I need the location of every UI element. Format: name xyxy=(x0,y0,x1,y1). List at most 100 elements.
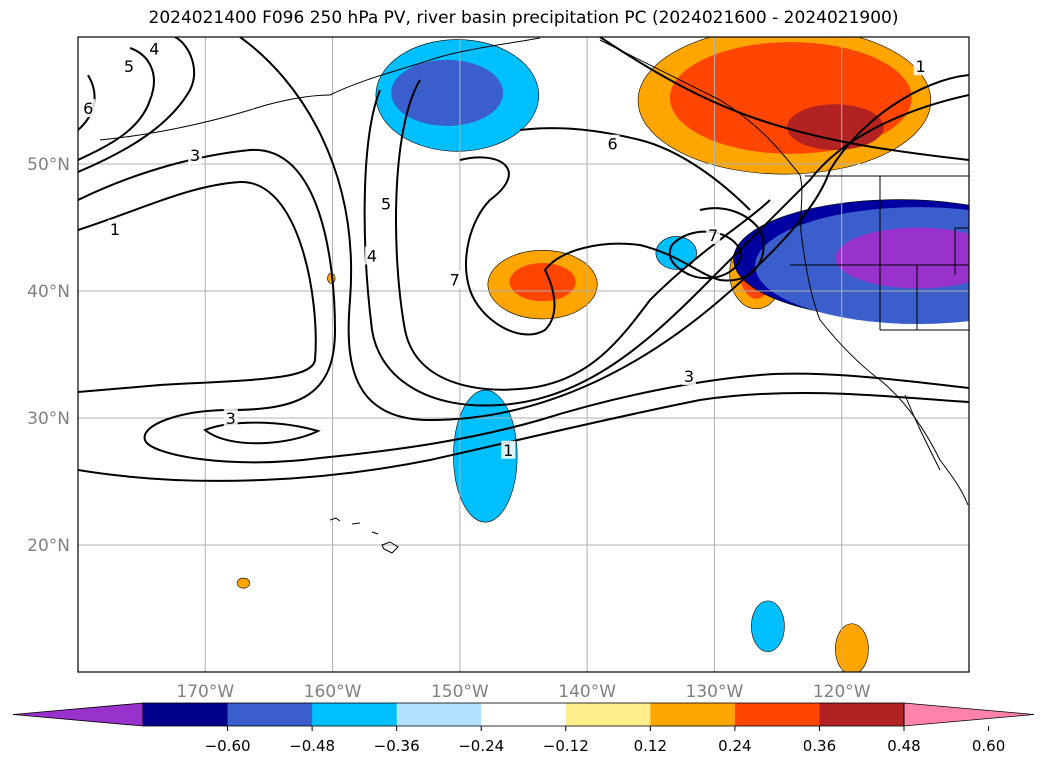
lon-tick-label-4: 130°W xyxy=(686,682,744,702)
contour-label-0: 5 xyxy=(124,57,134,76)
pv-contour-7 xyxy=(459,156,765,336)
precip-level-7-0 xyxy=(751,600,785,652)
lat-tick-label-1: 40°N xyxy=(27,282,70,302)
pv-contour-5b xyxy=(363,89,969,407)
colorbar-tick-label-2: −0.36 xyxy=(374,737,420,755)
contour-label-bg-1 xyxy=(147,39,162,58)
colorbar-frame xyxy=(142,702,905,727)
contour-label-bg-7 xyxy=(447,270,462,289)
precip-level-6-0 xyxy=(453,389,518,523)
contour-label-9: 7 xyxy=(708,226,718,245)
colorbar-segment-4 xyxy=(481,703,567,726)
pv-contour-2 xyxy=(78,148,969,464)
precip-blob-1 xyxy=(637,37,932,175)
contour-label-2: 6 xyxy=(83,99,93,118)
colorbar-tick-label-7: 0.36 xyxy=(803,737,836,755)
contour-label-bg-3 xyxy=(188,146,203,165)
colorbar-tick-label-5: 0.12 xyxy=(634,737,667,755)
contour-label-5: 5 xyxy=(381,194,391,213)
precip-level-0-1 xyxy=(391,59,504,126)
contour-label-bg-12 xyxy=(501,440,516,459)
chart-title: 2024021400 F096 250 hPa PV, river basin … xyxy=(148,8,899,28)
colorbar-segment-8 xyxy=(819,703,905,726)
contour-label-bg-11 xyxy=(223,409,238,427)
contour-label-3: 3 xyxy=(190,146,200,165)
north-america-coastline xyxy=(599,39,969,506)
pv-contour-6b xyxy=(519,127,751,211)
precip-blob-8 xyxy=(835,623,869,672)
contour-label-8: 6 xyxy=(608,135,618,154)
colorbar-tick-label-3: −0.24 xyxy=(458,737,504,755)
colorbar-extend-low xyxy=(12,702,144,727)
colorbar-segment-6 xyxy=(650,703,736,726)
pv-contour-1-south xyxy=(78,391,969,482)
precipitation-pc-shading xyxy=(236,37,969,672)
precip-level-8-0 xyxy=(835,623,869,672)
latitude-tick-labels: 50°N 40°N 30°N 20°N xyxy=(27,155,70,556)
pv-contour-4 xyxy=(239,37,969,422)
lon-tick-label-2: 150°W xyxy=(431,682,489,702)
colorbar-tick-label-4: −0.12 xyxy=(543,737,589,755)
contour-label-bg-8 xyxy=(605,134,620,153)
precip-blob-10 xyxy=(236,577,251,589)
precip-blob-7 xyxy=(751,600,785,652)
colorbar: −0.60 −0.48 −0.36 −0.24 −0.12 0.12 0.24 0.36 0.4… xyxy=(12,702,1035,755)
contour-label-bg-2 xyxy=(81,99,96,118)
colorbar-segment-3 xyxy=(396,703,482,726)
contour-label-6: 4 xyxy=(367,246,377,265)
colorbar-tick-label-0: −0.60 xyxy=(205,737,251,755)
pv-contour-1-west xyxy=(78,180,317,393)
colorbar-tick-label-8: 0.48 xyxy=(887,737,920,755)
contour-label-bg-4 xyxy=(107,219,122,238)
precip-level-3-0 xyxy=(655,236,697,270)
contour-label-1: 4 xyxy=(149,39,159,58)
colorbar-tick-label-1: −0.48 xyxy=(289,737,335,755)
contour-label-bg-5 xyxy=(379,194,394,213)
colorbar-tick-label-6: 0.24 xyxy=(718,737,751,755)
coastlines xyxy=(99,37,969,554)
contour-label-bg-13 xyxy=(913,57,928,76)
colorbar-segment-7 xyxy=(734,703,820,726)
precip-level-1-2 xyxy=(786,104,884,151)
contour-label-11: 3 xyxy=(226,409,236,428)
colorbar-segment-2 xyxy=(312,703,398,726)
colorbar-extend-high xyxy=(903,702,1035,727)
pv-contour-north-east xyxy=(599,37,969,161)
contour-label-bg-9 xyxy=(706,226,721,245)
contour-label-13: 1 xyxy=(916,57,926,76)
precip-blob-6 xyxy=(453,389,518,523)
lat-tick-label-3: 20°N xyxy=(27,536,70,556)
colorbar-segment-1 xyxy=(227,703,313,726)
pv-contour-3-north xyxy=(78,37,195,173)
lon-tick-label-0: 170°W xyxy=(176,682,234,702)
contour-label-bg-0 xyxy=(121,57,136,76)
lat-tick-label-2: 30°N xyxy=(27,409,70,429)
plot-frame xyxy=(77,36,970,673)
baja-california-coastline xyxy=(904,394,941,471)
precip-level-5-2 xyxy=(835,227,969,289)
precip-blob-3 xyxy=(655,236,697,270)
longitude-tick-labels: 170°W 160°W 150°W 140°W 130°W 120°W xyxy=(176,682,870,702)
precip-level-2-1 xyxy=(509,263,576,302)
contour-label-4: 1 xyxy=(110,220,120,239)
precip-blob-0 xyxy=(375,39,540,152)
contour-label-bg-6 xyxy=(365,246,380,265)
lon-tick-label-1: 160°W xyxy=(304,682,362,702)
lon-tick-label-5: 120°W xyxy=(813,682,871,702)
precip-level-10-0 xyxy=(236,577,251,589)
contour-label-10: 3 xyxy=(684,367,694,386)
lat-tick-label-0: 50°N xyxy=(27,155,70,175)
pv-contour-5 xyxy=(78,47,155,161)
lon-tick-label-3: 140°W xyxy=(558,682,616,702)
contour-label-12: 1 xyxy=(503,441,513,460)
colorbar-tick-label-9: 0.60 xyxy=(972,737,1005,755)
precip-blob-2 xyxy=(487,250,598,320)
colorbar-segment-5 xyxy=(565,703,651,726)
contour-label-7: 7 xyxy=(450,271,460,290)
alaska-peninsula-coastline xyxy=(329,37,541,96)
hawaii-islands xyxy=(329,517,399,554)
aleutian-islands-coastline xyxy=(99,94,331,141)
state-borders xyxy=(790,175,969,331)
